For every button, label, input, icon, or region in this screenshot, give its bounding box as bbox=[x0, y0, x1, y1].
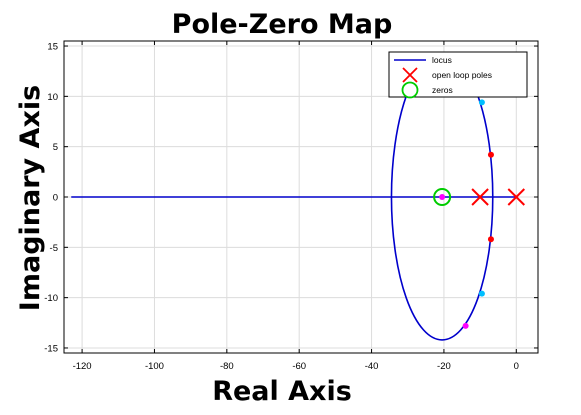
legend-pole-label: open loop poles bbox=[432, 70, 492, 80]
locus-point-marker bbox=[478, 99, 485, 106]
legend-zero-label: zeros bbox=[432, 85, 453, 95]
legend-zero-swatch bbox=[401, 81, 419, 99]
x-tick-label: -40 bbox=[365, 361, 379, 372]
x-tick-label: -120 bbox=[73, 361, 92, 372]
y-tick-label: 15 bbox=[47, 42, 58, 53]
locus-point-marker bbox=[439, 194, 446, 200]
x-tick-label: -20 bbox=[437, 361, 451, 372]
x-tick-label: -100 bbox=[145, 361, 164, 372]
x-axis-label: Real Axis bbox=[212, 376, 352, 407]
y-tick-label: -5 bbox=[50, 243, 58, 254]
open-loop-pole-marker bbox=[507, 188, 525, 206]
y-tick-label: 10 bbox=[47, 92, 58, 103]
zero-marker bbox=[433, 188, 452, 206]
y-tick-label: -15 bbox=[44, 343, 58, 354]
y-tick-label: 0 bbox=[53, 193, 58, 204]
legend-locus-label: locus bbox=[432, 55, 452, 65]
legend-pole-swatch bbox=[402, 67, 418, 83]
locus-point-marker bbox=[487, 236, 494, 243]
legend: locus open loop poles zeros bbox=[388, 51, 528, 99]
x-tick-label: 0 bbox=[514, 361, 519, 372]
x-tick-label: -80 bbox=[220, 361, 234, 372]
chart-title: Pole-Zero Map bbox=[172, 9, 393, 40]
locus-point-marker bbox=[478, 290, 485, 297]
y-tick-label: 5 bbox=[53, 142, 58, 153]
open-loop-pole-marker bbox=[471, 188, 489, 206]
x-tick-label: -60 bbox=[292, 361, 306, 372]
y-tick-label: -10 bbox=[44, 293, 58, 304]
y-axis-label: Imaginary Axis bbox=[15, 85, 46, 311]
ticks: -120 -100 -80 -60 -40 -20 0 -15 -10 -5 0 5 10 15 bbox=[44, 41, 538, 372]
locus-point-marker bbox=[462, 322, 469, 329]
locus-point-marker bbox=[487, 151, 494, 158]
legend-box bbox=[388, 51, 528, 98]
